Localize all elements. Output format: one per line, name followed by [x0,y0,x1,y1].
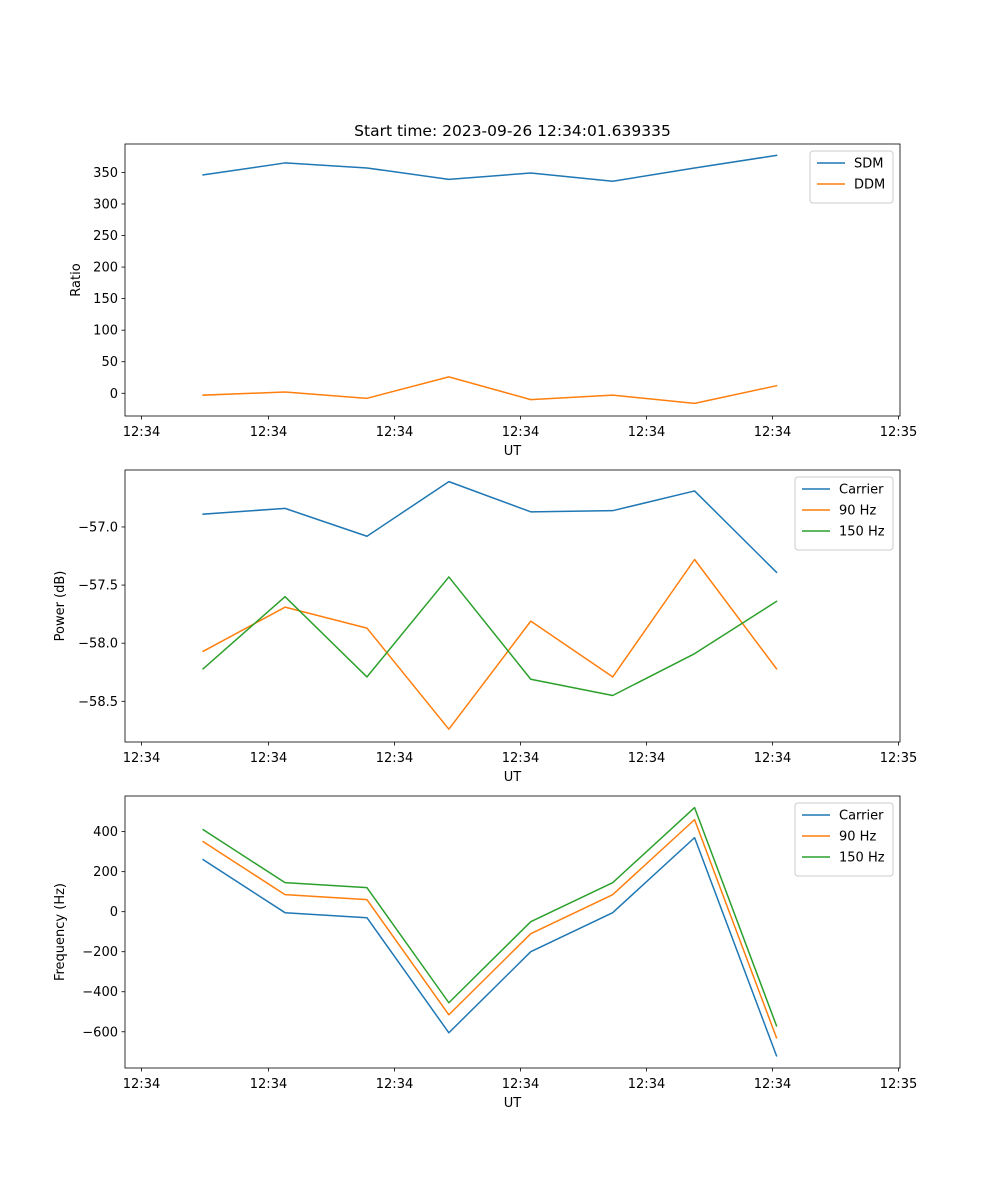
legend-label: DDM [854,178,885,193]
x-tick-label: 12:34 [250,425,287,440]
y-tick-label: 200 [93,261,118,276]
chart-panel-3: 12:34 12:34 12:34 12:34 12:34 12:34 12:35 −600 −… [53,795,917,1111]
series-line-ddm [202,376,778,405]
y-tick-label: −600 [82,1025,118,1040]
y-axis-label: Frequency (Hz) [53,883,68,981]
axes-frame [124,143,901,417]
legend-box [809,150,894,204]
series-line-carrier [202,480,778,574]
y-tick-label: 300 [93,197,118,212]
x-tick-label: 12:34 [754,425,791,440]
axes-frame [124,469,901,743]
x-tick-label: 12:34 [502,1077,539,1092]
x-tick-label: 12:34 [123,425,160,440]
y-tick-label: 200 [93,865,118,880]
y-tick-label: −200 [82,945,118,960]
series-line-150-hz [202,806,778,1027]
y-axis-label: Ratio [69,263,84,296]
x-tick-label: 12:34 [502,425,539,440]
x-tick-label: 12:34 [250,1077,287,1092]
legend-label: 150 Hz [839,525,885,540]
x-tick-label: 12:34 [628,425,665,440]
x-tick-label: 12:34 [628,751,665,766]
x-tick-label: 12:35 [880,751,917,766]
y-tick-label: 100 [93,324,118,339]
y-tick-label: 0 [110,387,118,402]
y-tick-label: 150 [93,292,118,307]
legend-label: 150 Hz [839,851,885,866]
x-tick-label: 12:34 [628,1077,665,1092]
y-tick-label: 400 [93,825,118,840]
y-tick-label: 250 [93,229,118,244]
axes-frame [124,795,901,1069]
legend: Carrier 90 Hz 150 Hz [794,476,894,551]
chart-panel-1: 12:34 12:34 12:34 12:34 12:34 12:34 12:35 0 50 10… [69,143,917,459]
x-tick-label: 12:34 [376,1077,413,1092]
x-axis-label: UT [504,770,522,785]
y-axis-label: Power (dB) [53,571,68,642]
chart-panel-2: 12:34 12:34 12:34 12:34 12:34 12:34 12:35 −58.5… [53,469,917,785]
x-axis-label: UT [504,1096,522,1111]
legend-label: 90 Hz [839,830,876,845]
legend-label: SDM [854,157,883,172]
x-tick-label: 12:34 [754,751,791,766]
y-tick-label: 0 [110,905,118,920]
legend-label: Carrier [839,483,884,498]
x-tick-label: 12:34 [123,751,160,766]
x-axis-label: UT [504,444,522,459]
series-line-carrier [202,836,778,1057]
x-tick-label: 12:34 [754,1077,791,1092]
x-tick-label: 12:34 [502,751,539,766]
x-tick-label: 12:34 [376,751,413,766]
y-tick-label: −57.0 [78,520,118,535]
x-tick-label: 12:35 [880,425,917,440]
x-tick-label: 12:34 [250,751,287,766]
series-line-150-hz [202,576,778,697]
y-tick-label: −58.5 [78,695,118,710]
y-tick-label: −57.5 [78,579,118,594]
series-line-90-hz [202,818,778,1039]
y-tick-label: −400 [82,985,118,1000]
x-tick-label: 12:35 [880,1077,917,1092]
y-tick-label: −58.0 [78,637,118,652]
x-tick-label: 12:34 [376,425,413,440]
y-tick-label: 350 [93,166,118,181]
legend-label: Carrier [839,809,884,824]
legend-label: 90 Hz [839,504,876,519]
y-tick-label: 50 [101,355,118,370]
legend: Carrier 90 Hz 150 Hz [794,802,894,877]
chart-title: Start time: 2023-09-26 12:34:01.639335 [354,122,671,140]
x-tick-label: 12:34 [123,1077,160,1092]
legend: SDM DDM [809,150,894,204]
series-line-sdm [202,154,778,182]
